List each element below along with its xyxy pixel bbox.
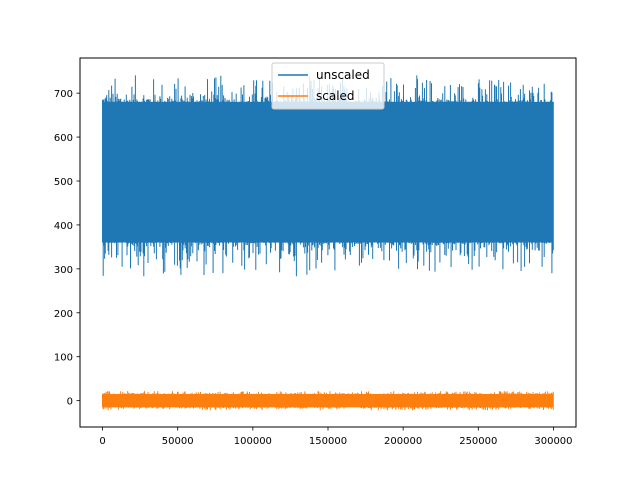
x-tick-label: 300000 xyxy=(534,436,572,447)
y-axis: 0 100 200 300 400 500 600 700 xyxy=(54,89,80,408)
y-tick-label: 500 xyxy=(54,177,73,188)
x-axis: 0 50000 100000 150000 200000 250000 300000 xyxy=(99,427,573,447)
x-tick-label: 0 xyxy=(99,436,105,447)
y-tick-label: 200 xyxy=(54,309,73,320)
legend-label-scaled: scaled xyxy=(316,89,355,103)
y-tick-label: 0 xyxy=(67,397,73,408)
series-unscaled xyxy=(102,75,554,277)
x-tick-label: 150000 xyxy=(309,436,347,447)
legend-label-unscaled: unscaled xyxy=(316,68,370,82)
x-tick-label: 200000 xyxy=(384,436,422,447)
series-scaled xyxy=(102,391,554,411)
y-tick-label: 700 xyxy=(54,89,73,100)
y-tick-label: 300 xyxy=(54,265,73,276)
x-tick-label: 50000 xyxy=(162,436,194,447)
x-tick-label: 250000 xyxy=(459,436,497,447)
x-tick-label: 100000 xyxy=(234,436,272,447)
y-tick-label: 400 xyxy=(54,221,73,232)
y-tick-label: 600 xyxy=(54,133,73,144)
legend: unscaled scaled xyxy=(271,62,385,110)
plot-area xyxy=(102,75,554,411)
y-tick-label: 100 xyxy=(54,353,73,364)
